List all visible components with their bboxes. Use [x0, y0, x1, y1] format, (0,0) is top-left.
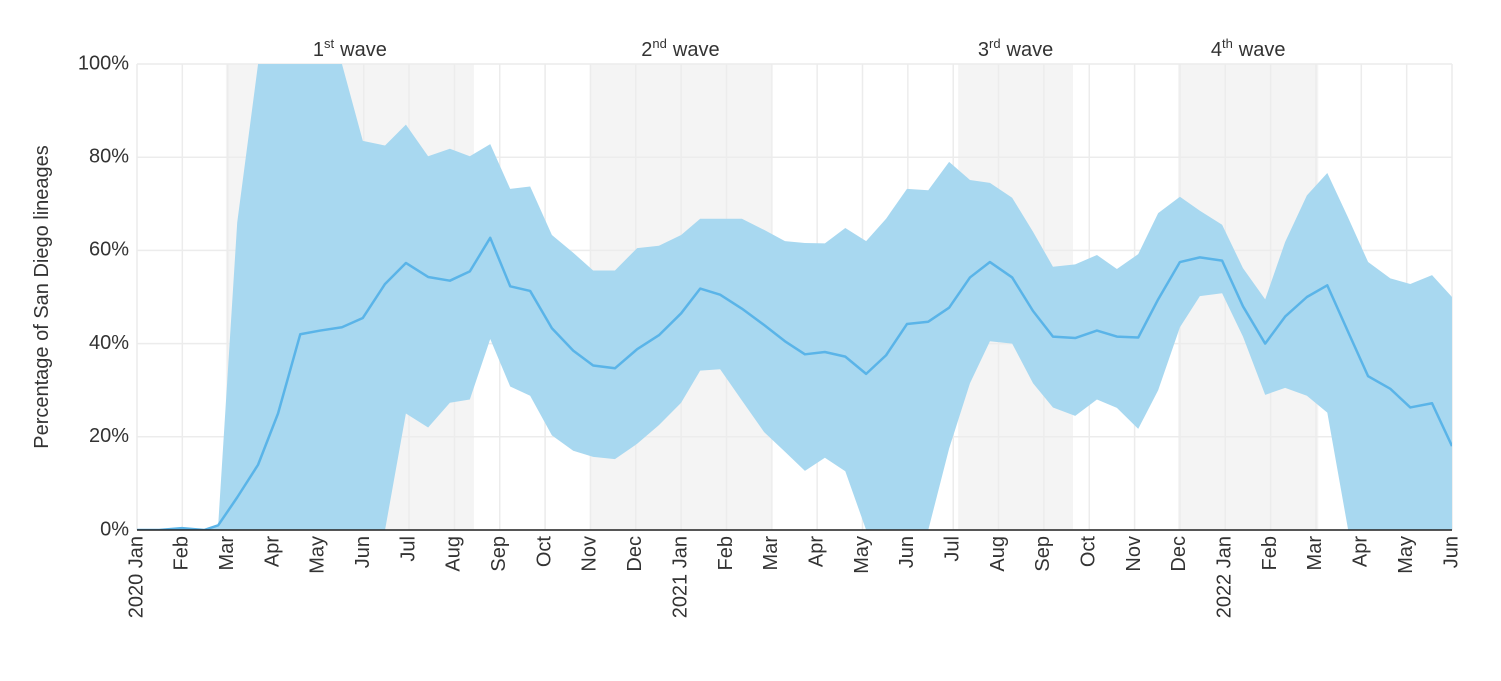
x-tick-label: Oct [533, 536, 555, 568]
wave-label: 4th wave [1211, 36, 1286, 61]
wave-suffix: st [324, 36, 335, 51]
x-tick-label: Dec [624, 536, 646, 572]
y-tick-label: 80% [89, 145, 129, 167]
wave-label: 1st wave [313, 36, 387, 61]
x-tick-label: Nov [1123, 536, 1145, 572]
wave-suffix: th [1222, 36, 1233, 51]
x-tick-label: Nov [579, 536, 601, 572]
x-tick-label: Dec [1168, 536, 1190, 572]
wave-word: wave [339, 39, 387, 61]
y-tick-label: 0% [100, 518, 129, 540]
wave-label: 3rd wave [978, 36, 1053, 61]
x-tick-label: May [307, 536, 329, 574]
y-tick-label: 20% [89, 425, 129, 447]
x-tick-label: Feb [1259, 536, 1281, 570]
line [137, 236, 1452, 530]
wave-suffix: nd [652, 36, 666, 51]
wave-number: 1 [313, 39, 324, 61]
y-tick-label: 40% [89, 332, 129, 354]
x-tick-label: Aug [443, 536, 465, 572]
x-tick-label: Mar [1304, 536, 1326, 571]
x-tick-label: 2022 Jan [1214, 536, 1236, 618]
x-tick-label: Apr [1350, 536, 1372, 567]
x-tick-label: Mar [216, 536, 238, 571]
y-axis-title: Percentage of San Diego lineages [31, 145, 53, 449]
x-tick-label: Oct [1078, 536, 1100, 568]
confidence-band [137, 64, 1452, 530]
y-tick-label: 60% [89, 239, 129, 261]
x-tick-label: Mar [760, 536, 782, 571]
wave-number: 2 [641, 39, 652, 61]
x-tick-label: Jun [1440, 536, 1462, 568]
x-tick-label: Sep [1032, 536, 1054, 572]
x-tick-label: 2021 Jan [669, 536, 691, 618]
x-tick-label: Jul [397, 536, 419, 562]
wave-number: 3 [978, 39, 989, 61]
x-tick-label: Apr [805, 536, 827, 567]
x-tick-label: May [1395, 536, 1417, 574]
x-tick-label: Feb [171, 536, 193, 570]
wave-suffix: rd [989, 36, 1001, 51]
wave-label: 2nd wave [641, 36, 719, 61]
x-tick-label: Jun [352, 536, 374, 568]
plot [137, 64, 1452, 530]
x-tick-label: Jul [941, 536, 963, 562]
wave-word: wave [672, 39, 720, 61]
x-tick-label: Aug [987, 536, 1009, 572]
x-tick-label: Sep [488, 536, 510, 572]
wave-word: wave [1006, 39, 1054, 61]
x-tick-label: Jun [896, 536, 918, 568]
x-tick-label: Apr [261, 536, 283, 567]
y-tick-label: 100% [78, 52, 129, 74]
x-tick-label: May [851, 536, 873, 574]
x-tick-label: Feb [715, 536, 737, 570]
wave-word: wave [1238, 39, 1286, 61]
x-tick-label: 2020 Jan [125, 536, 147, 618]
wave-number: 4 [1211, 39, 1222, 61]
